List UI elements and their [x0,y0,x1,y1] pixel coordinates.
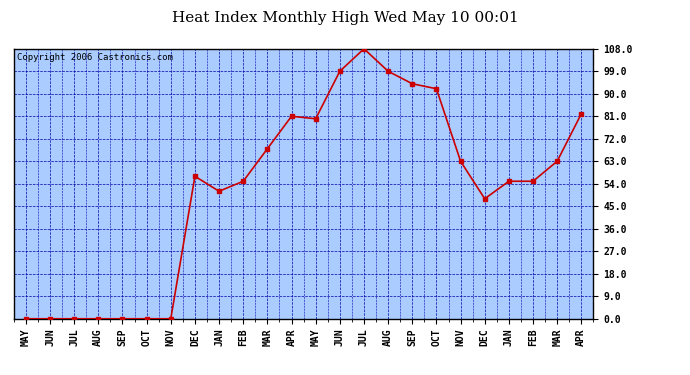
Text: Heat Index Monthly High Wed May 10 00:01: Heat Index Monthly High Wed May 10 00:01 [172,11,518,25]
Text: Copyright 2006 Castronics.com: Copyright 2006 Castronics.com [17,53,172,62]
